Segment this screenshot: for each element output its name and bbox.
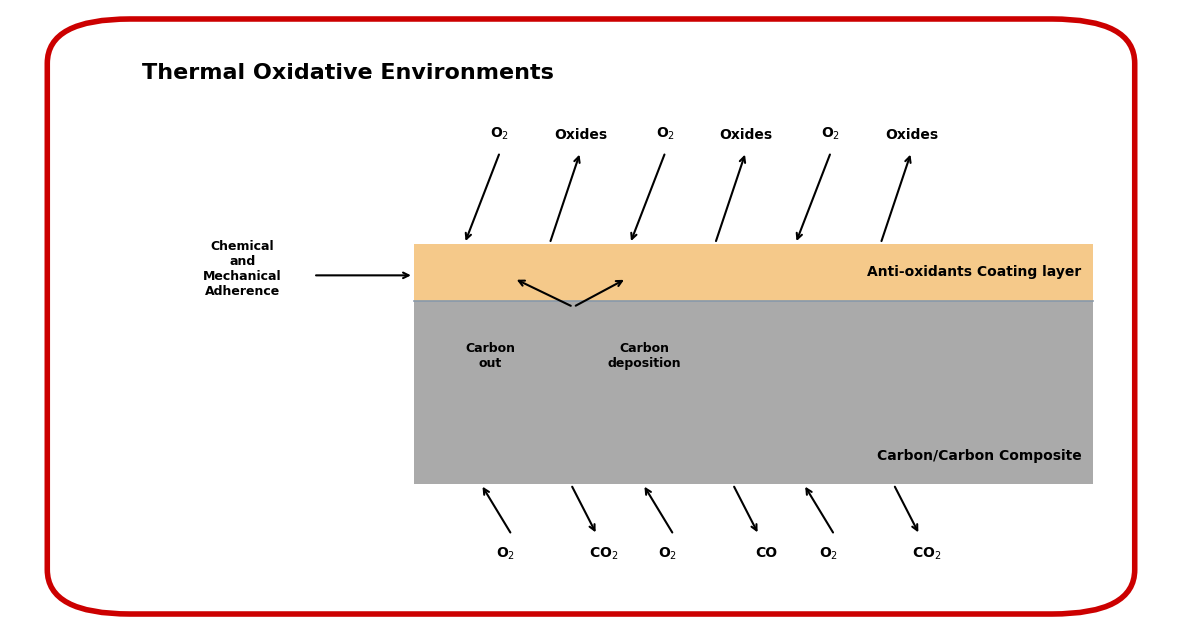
Text: Carbon
deposition: Carbon deposition bbox=[608, 342, 681, 370]
Text: Carbon/Carbon Composite: Carbon/Carbon Composite bbox=[877, 449, 1082, 463]
Text: CO$_2$: CO$_2$ bbox=[913, 546, 941, 562]
Text: Thermal Oxidative Environments: Thermal Oxidative Environments bbox=[142, 63, 553, 84]
Text: Anti-oxidants Coating layer: Anti-oxidants Coating layer bbox=[868, 265, 1082, 279]
Text: O$_2$: O$_2$ bbox=[491, 126, 509, 142]
Text: O$_2$: O$_2$ bbox=[658, 546, 677, 562]
Text: CO$_2$: CO$_2$ bbox=[590, 546, 618, 562]
Bar bbox=[414, 301, 1093, 484]
Text: Oxides: Oxides bbox=[554, 128, 606, 142]
FancyBboxPatch shape bbox=[47, 19, 1135, 614]
Bar bbox=[414, 244, 1093, 301]
Text: O$_2$: O$_2$ bbox=[496, 546, 515, 562]
Text: O$_2$: O$_2$ bbox=[819, 546, 838, 562]
Text: Oxides: Oxides bbox=[720, 128, 772, 142]
Text: O$_2$: O$_2$ bbox=[821, 126, 840, 142]
Text: Oxides: Oxides bbox=[885, 128, 937, 142]
Text: O$_2$: O$_2$ bbox=[656, 126, 675, 142]
Text: Carbon
out: Carbon out bbox=[466, 342, 515, 370]
Text: CO: CO bbox=[755, 546, 777, 560]
Text: Chemical
and
Mechanical
Adherence: Chemical and Mechanical Adherence bbox=[203, 240, 281, 298]
